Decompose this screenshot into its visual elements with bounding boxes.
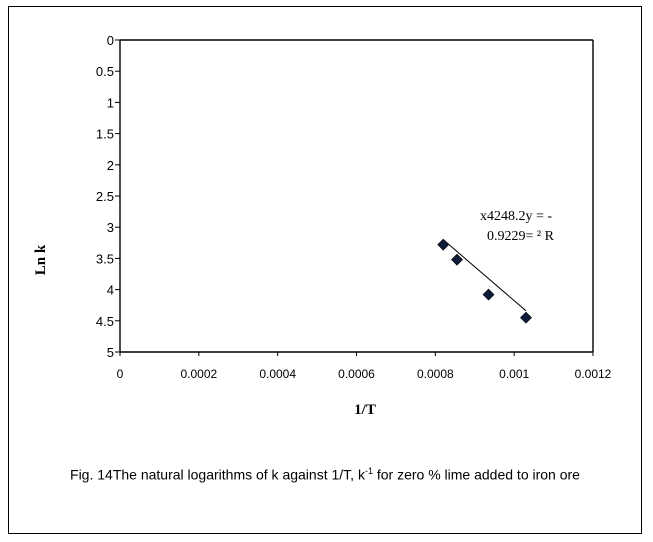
x-tick-label: 0.0006 xyxy=(338,367,375,381)
y-tick-label: 4.5 xyxy=(96,314,114,329)
y-tick-label: 1 xyxy=(107,95,114,110)
equation-annotation-line1: x4248.2y = - xyxy=(480,209,552,224)
x-tick-label: 0.001 xyxy=(499,367,529,381)
x-tick-label: 0.0002 xyxy=(180,367,217,381)
caption-text: Fig. 14The natural logarithms of k again… xyxy=(70,466,365,483)
axes xyxy=(119,39,594,353)
y-tick-label: 2.5 xyxy=(96,189,114,204)
trendline-group xyxy=(442,239,527,312)
y-tick-label: 5 xyxy=(107,345,114,360)
chart: 0 0.5 1 1.5 2 2.5 3 3.5 4 4.5 5 0 0.0002 0.0004 0.000… xyxy=(33,33,612,418)
data-points xyxy=(437,238,532,324)
y-ticks: 0 0.5 1 1.5 2 2.5 3 3.5 4 4.5 5 xyxy=(96,33,120,360)
y-tick-label: 0 xyxy=(107,33,114,48)
data-point xyxy=(437,238,450,251)
caption-superscript: -1 xyxy=(364,466,373,476)
x-axis-title: 1/T xyxy=(354,402,376,418)
x-tick-label: 0.0008 xyxy=(417,367,454,381)
equation-annotation-line2: 0.9229= ² R xyxy=(487,229,555,244)
x-tick-label: 0.0012 xyxy=(575,367,612,381)
figure-frame xyxy=(8,6,642,534)
trendline xyxy=(442,239,527,312)
data-point xyxy=(520,311,532,324)
data-point xyxy=(451,253,463,266)
y-tick-label: 2 xyxy=(107,158,114,173)
x-tick-label: 0 xyxy=(117,367,124,381)
x-ticks: 0 0.0002 0.0004 0.0006 0.0008 0.001 0.0012 xyxy=(117,352,612,381)
y-tick-label: 1.5 xyxy=(96,127,114,142)
data-point xyxy=(482,288,495,301)
figure-caption: Fig. 14The natural logarithms of k again… xyxy=(20,462,630,484)
y-axis-title: Ln k xyxy=(33,244,49,275)
y-tick-label: 0.5 xyxy=(96,64,114,79)
y-tick-label: 3 xyxy=(107,220,114,235)
x-tick-label: 0.0004 xyxy=(259,367,296,381)
y-tick-label: 4 xyxy=(107,283,114,298)
y-tick-label: 3.5 xyxy=(96,251,114,266)
caption-text-end: for zero % lime added to iron ore xyxy=(372,466,580,483)
